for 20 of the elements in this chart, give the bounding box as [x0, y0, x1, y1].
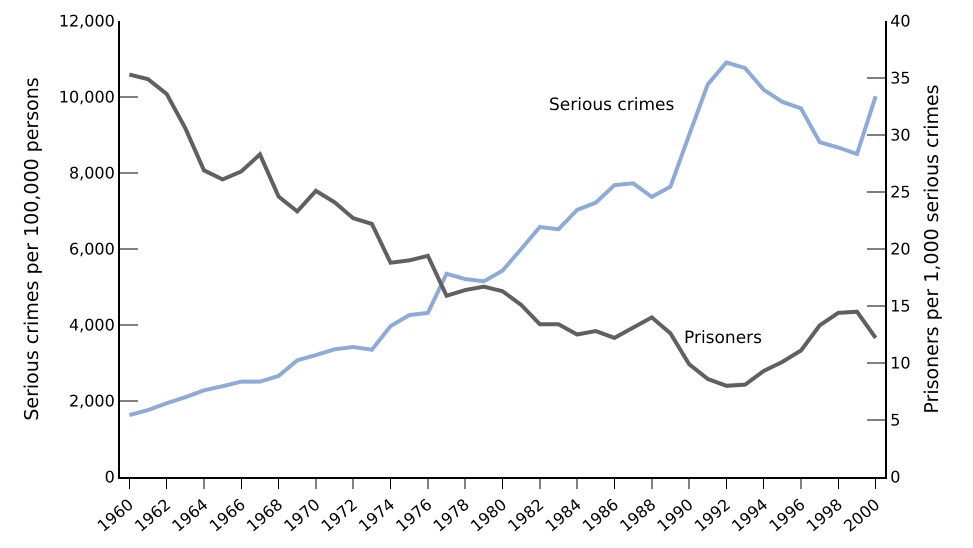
- y-tick-label: 2,000: [68, 392, 115, 411]
- y2-tick-label: 5: [890, 410, 900, 430]
- y-tick-label: 12,000: [58, 12, 115, 31]
- y2-tick-label: 30: [890, 126, 911, 145]
- annotation: Prisoners: [684, 328, 762, 348]
- y2-tick-label: 20: [890, 240, 911, 259]
- y-tick-label: 10,000: [58, 88, 115, 107]
- y2-axis-title: Prisoners per 1,000 serious crimes: [920, 84, 943, 414]
- y-tick-label: 6,000: [68, 240, 115, 259]
- y-tick-label: 4,000: [68, 316, 115, 335]
- y2-tick-label: 35: [890, 68, 911, 88]
- y-tick-label: 0: [104, 468, 115, 487]
- annotation: Serious crimes: [549, 95, 674, 115]
- y-tick-label: 8,000: [68, 164, 115, 183]
- y-axis-title: Serious crimes per 100,000 persons: [21, 77, 44, 421]
- y2-tick-label: 10: [890, 354, 911, 373]
- y2-tick-label: 0: [890, 468, 900, 487]
- y2-tick-label: 40: [890, 12, 911, 31]
- y2-tick-label: 25: [890, 182, 911, 202]
- y2-tick-label: 15: [890, 296, 911, 316]
